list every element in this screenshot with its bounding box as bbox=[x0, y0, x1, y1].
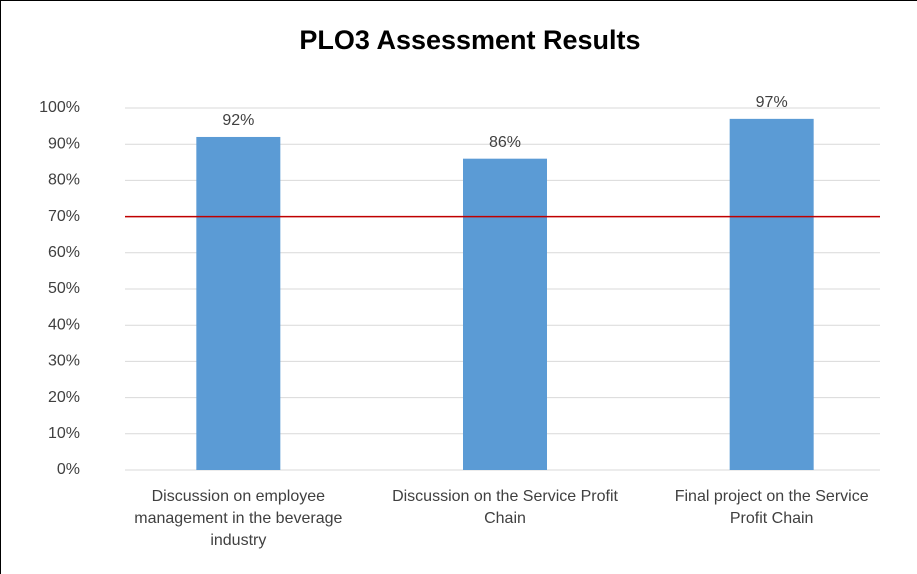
y-tick-label: 70% bbox=[48, 208, 80, 225]
y-tick-label: 30% bbox=[48, 353, 80, 370]
y-tick-label: 0% bbox=[57, 461, 80, 478]
x-tick-label: Discussion on the Service Profit Chain bbox=[392, 488, 618, 527]
y-tick-label: 20% bbox=[48, 389, 80, 406]
data-label: 86% bbox=[489, 134, 521, 151]
y-tick-label: 10% bbox=[48, 425, 80, 442]
chart-title: PLO3 Assessment Results bbox=[299, 25, 640, 55]
y-tick-label: 90% bbox=[48, 135, 80, 152]
y-tick-label: 50% bbox=[48, 280, 80, 297]
data-label: 92% bbox=[222, 112, 254, 129]
x-tick-label: Discussion on employee management in the… bbox=[134, 488, 343, 549]
y-tick-label: 60% bbox=[48, 244, 80, 261]
y-tick-label: 100% bbox=[39, 99, 80, 116]
y-tick-label: 40% bbox=[48, 316, 80, 333]
bar bbox=[729, 118, 814, 471]
x-tick-label: Final project on the Service Profit Chai… bbox=[674, 488, 869, 527]
y-tick-label: 80% bbox=[48, 172, 80, 189]
bar bbox=[463, 158, 547, 470]
data-label: 97% bbox=[756, 94, 788, 111]
bar bbox=[196, 136, 281, 470]
